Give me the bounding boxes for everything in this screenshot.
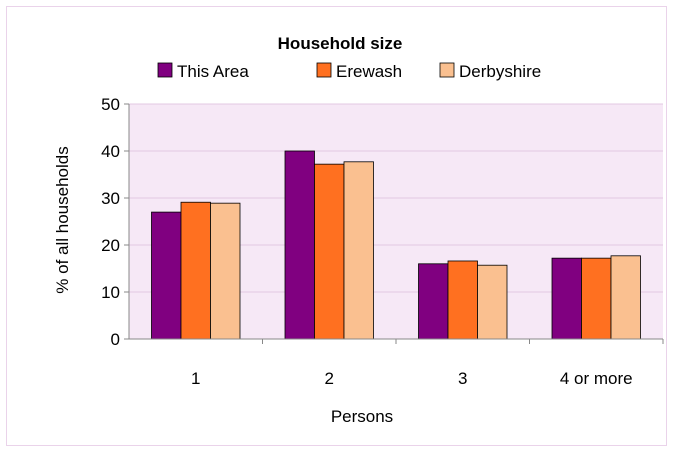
x-axis-title: Persons <box>331 407 393 426</box>
legend-label-erewash: Erewash <box>336 62 402 81</box>
x-tick-label-3: 3 <box>458 369 467 388</box>
bar-this-area-3 <box>418 263 449 340</box>
x-tick-label-4: 4 or more <box>560 369 633 388</box>
bar-erewash-3 <box>447 260 478 340</box>
legend-swatch-derbyshire <box>439 62 455 78</box>
bar-this-area-2 <box>284 150 315 340</box>
y-tick-label-30: 30 <box>101 189 120 208</box>
bars <box>151 150 641 340</box>
bar-derbyshire-4 <box>610 255 641 340</box>
chart-title: Household size <box>278 34 403 53</box>
bar-derbyshire-3 <box>477 264 508 340</box>
legend-label-this-area: This Area <box>177 62 249 81</box>
bar-this-area-1 <box>151 211 182 340</box>
y-tick-label-10: 10 <box>101 283 120 302</box>
bar-erewash-2 <box>314 163 345 340</box>
bar-this-area-4 <box>551 257 582 340</box>
legend-swatch-erewash <box>316 62 332 78</box>
y-tick-label-50: 50 <box>101 95 120 114</box>
bar-erewash-1 <box>180 201 211 340</box>
y-axis-title: % of all households <box>53 146 72 293</box>
x-tick-labels: 1 2 3 4 or more <box>191 369 633 388</box>
bar-derbyshire-2 <box>343 161 374 340</box>
y-tick-label-40: 40 <box>101 142 120 161</box>
y-tick-label-20: 20 <box>101 236 120 255</box>
x-tick-label-2: 2 <box>325 369 334 388</box>
y-tick-label-0: 0 <box>111 330 120 349</box>
x-tick-label-1: 1 <box>191 369 200 388</box>
legend-label-derbyshire: Derbyshire <box>459 62 541 81</box>
bar-derbyshire-1 <box>210 202 241 340</box>
axes <box>124 103 664 344</box>
y-tick-labels: 0 10 20 30 40 50 <box>101 95 120 349</box>
legend-swatch-this-area <box>157 62 173 78</box>
legend: This Area Erewash Derbyshire <box>157 62 541 81</box>
bar-erewash-4 <box>581 257 612 340</box>
